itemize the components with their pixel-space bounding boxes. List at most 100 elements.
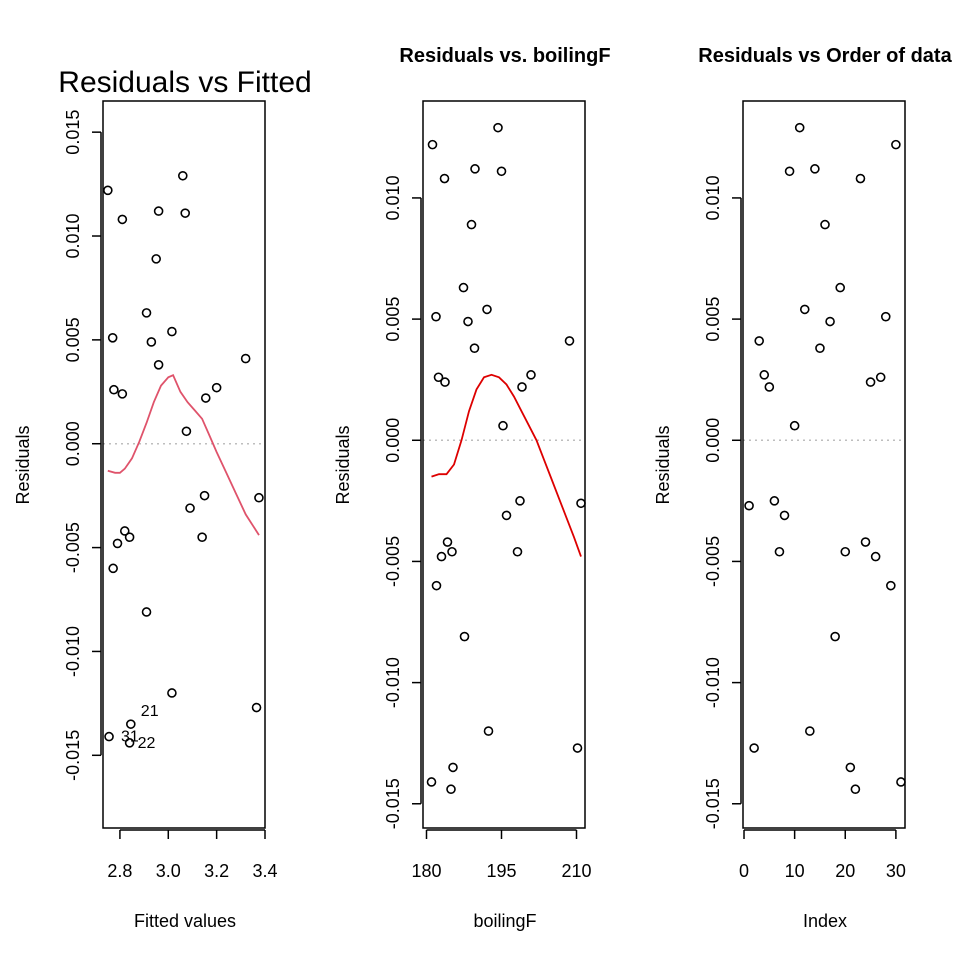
y-tick-label: -0.005 [383,536,403,587]
data-point [126,719,136,729]
data-point [759,370,770,380]
data-point [254,492,264,503]
data-point [794,122,805,133]
y-tick-label: -0.015 [63,730,83,781]
data-point [431,580,442,591]
y-tick-label: 0.000 [383,418,403,463]
data-point [498,420,508,431]
y-tick-label: -0.015 [383,778,403,829]
data-point [482,304,492,315]
data-point [117,389,128,399]
x-axis-label: boilingF [473,911,536,931]
data-point [835,282,846,293]
data-point [458,282,469,293]
data-point [744,500,754,511]
plot-frame [742,100,906,829]
x-tick-label: 195 [486,861,516,881]
data-point [153,359,164,370]
y-tick-label: 0.010 [383,175,403,220]
data-point [886,580,896,591]
data-point [104,731,114,742]
data-point [799,304,810,315]
data-point [870,551,881,562]
x-tick-label: 180 [411,861,441,881]
data-point [855,173,866,184]
data-point [109,384,119,395]
data-point [427,139,438,150]
data-point [167,688,177,698]
chart-title: Residuals vs Order of data [698,45,952,67]
data-point [754,336,765,346]
data-point [447,546,457,557]
data-point [493,122,503,133]
data-point [153,206,164,216]
y-tick-label: 0.010 [63,213,83,258]
data-point [107,332,118,343]
data-point [117,214,128,225]
point-label: 31 [121,729,139,746]
x-tick-label: 3.0 [156,861,181,881]
data-point [151,254,161,264]
data-point [103,185,113,196]
point-label: 21 [141,703,159,720]
data-point [564,336,575,346]
data-point [517,382,527,392]
x-tick-label: 30 [886,861,906,881]
x-tick-label: 210 [561,861,591,881]
x-tick-label: 2.8 [107,861,132,881]
data-point [865,377,876,387]
data-point [764,382,775,392]
data-point [181,426,192,437]
y-tick-label: -0.010 [383,657,403,708]
x-axis-label: Fitted values [134,911,236,931]
x-tick-label: 10 [785,861,805,881]
data-point [749,743,759,753]
y-axis-label: Residuals [333,425,353,504]
x-tick-label: 3.2 [204,861,229,881]
data-point [769,496,780,506]
y-tick-label: 0.005 [63,317,83,362]
data-point [810,164,820,174]
data-point [251,702,262,713]
x-axis-label: Index [803,911,847,931]
data-point [426,777,437,787]
data-point [483,726,494,736]
data-point [850,784,861,795]
y-tick-label: 0.000 [703,418,723,463]
data-point [240,353,251,364]
chart-title: Residuals vs. boilingF [399,45,610,67]
data-point [459,631,470,642]
data-point [448,762,458,773]
chart-title: Residuals vs Fitted [58,66,311,99]
data-point [463,316,473,327]
data-point [896,777,906,787]
data-point [526,370,536,380]
data-point [891,139,901,150]
data-point [119,526,130,536]
data-point [433,372,444,383]
data-point [446,784,456,795]
y-tick-label: -0.010 [703,657,723,708]
data-point [576,498,586,509]
data-point [784,166,795,177]
data-point [199,490,210,501]
y-axis-label: Residuals [13,425,33,504]
data-point [112,538,123,549]
data-point [774,546,785,557]
data-point [108,563,118,574]
data-point [496,166,507,177]
x-tick-label: 3.4 [252,861,277,881]
x-tick-label: 0 [739,861,749,881]
data-point [779,510,790,521]
data-point [141,308,152,318]
data-point [860,537,871,547]
data-point [436,551,447,562]
panel-residuals-vs-boilingf: Residuals vs. boilingF 180 195 210 -0.015 -0.… [333,45,611,931]
y-tick-label: 0.015 [63,110,83,155]
data-point [875,372,886,383]
panel-residuals-vs-order: Residuals vs Order of data 0 10 20 30 -0.015 -… [653,45,953,931]
data-point [124,738,135,748]
x-tick-label: 20 [835,861,855,881]
